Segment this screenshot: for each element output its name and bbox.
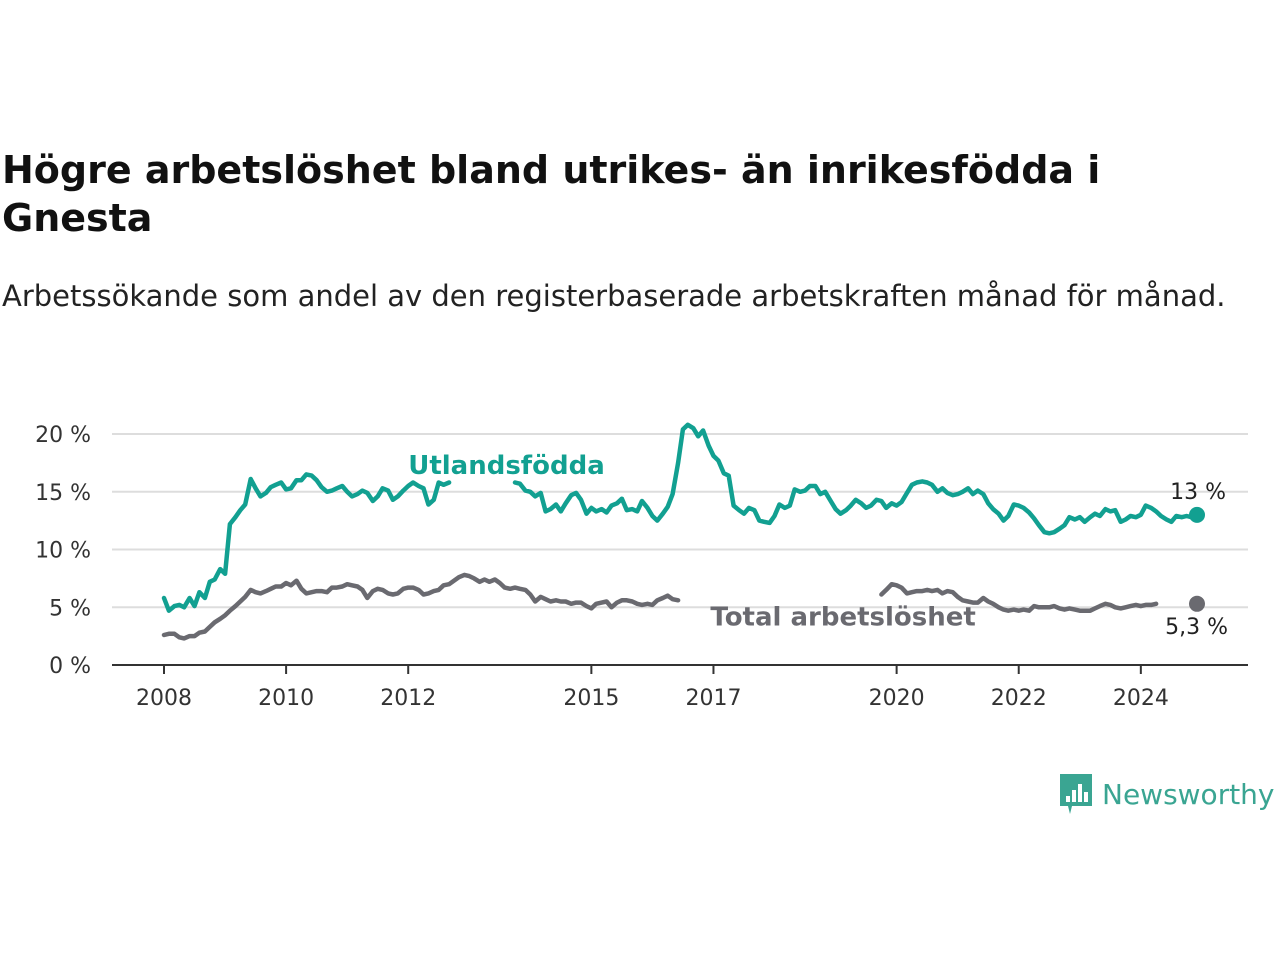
brand: Newsworthy: [1058, 772, 1275, 816]
series-line-utlandsfodda: [161, 422, 1200, 613]
end-label-total: 5,3 %: [1165, 615, 1228, 640]
series-labels: 13 % 5,3 % Utlandsfödda Total arbetslöshet: [408, 451, 1228, 640]
x-tick-label: 2012: [380, 686, 436, 711]
brand-name: Newsworthy: [1102, 777, 1275, 811]
x-tick-label: 2008: [136, 686, 192, 711]
gridlines: [112, 433, 1248, 666]
y-tick-label: 10 %: [35, 539, 91, 564]
line-chart: 0 %5 %10 %15 %20 % 2008 2010 2012 2015 2017 2…: [35, 422, 1248, 711]
x-tick-label: 2015: [563, 686, 619, 711]
newsworthy-logo-icon: [1060, 774, 1092, 814]
series-line-total: [161, 572, 1159, 641]
series-lines: [161, 422, 1200, 641]
series-label-total: Total arbetslöshet: [710, 602, 975, 632]
y-tick-label: 5 %: [49, 596, 91, 621]
x-axis-ticks: 2008 2010 2012 2015 2017 2020 2022 2024: [136, 665, 1169, 711]
x-tick-label: 2024: [1113, 686, 1169, 711]
x-tick-label: 2022: [991, 686, 1047, 711]
y-axis-ticks: 0 % 5 % 10 % 15 % 20 %: [35, 423, 91, 679]
y-tick-label: 15 %: [35, 481, 91, 506]
chart-subtitle: Arbetssökande som andel av den registerb…: [2, 279, 1226, 313]
x-tick-label: 2010: [258, 686, 314, 711]
chart-title: Högre arbetslöshet bland utrikes- än inr…: [2, 148, 1101, 240]
end-point-utlandsfodda: [1189, 506, 1205, 523]
series-label-utlandsfodda: Utlandsfödda: [408, 451, 605, 481]
y-tick-label: 20 %: [35, 423, 91, 448]
end-point-total: [1189, 595, 1205, 612]
x-tick-label: 2020: [869, 686, 925, 711]
y-tick-label: 0 %: [49, 654, 91, 679]
end-label-utlandsfodda: 13 %: [1170, 480, 1226, 505]
x-tick-label: 2017: [685, 686, 741, 711]
